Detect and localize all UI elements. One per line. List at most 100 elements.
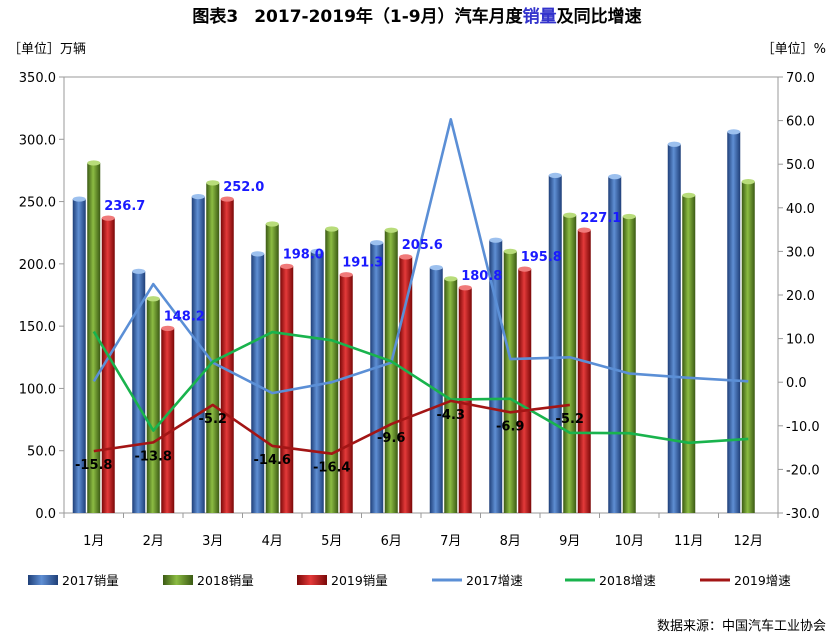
bar-2017-body <box>548 175 562 513</box>
bar-2019-cap <box>220 196 234 202</box>
bar-2019-body <box>339 274 353 513</box>
bar-2017-body <box>370 242 384 513</box>
category-label: 12月 <box>733 534 763 549</box>
bar-2019 <box>161 325 175 513</box>
legend-item: 2017销量 <box>28 573 119 588</box>
left-tick-label: 50.0 <box>27 445 56 460</box>
bar-2018-cap <box>265 221 279 227</box>
bar-2018 <box>206 180 220 513</box>
left-tick-label: 350.0 <box>19 71 56 86</box>
right-tick-label: -10.0 <box>786 420 820 435</box>
right-tick-label: 60.0 <box>786 115 815 130</box>
bar-2018-body <box>682 195 696 514</box>
bar-2019-body <box>577 230 591 514</box>
bar-2018-cap <box>146 296 160 302</box>
growth-2019-value-label: -14.6 <box>254 453 291 468</box>
line-2018-growth <box>92 330 749 445</box>
legend-item: 2018销量 <box>163 573 254 588</box>
bar-2018-cap <box>563 212 577 218</box>
bar-2018-cap <box>325 226 339 232</box>
bar-2018-body <box>622 216 636 513</box>
bar-2019-cap <box>577 227 591 233</box>
axes: 0.0 50.0 100.0 150.0 200.0 250.0 300.0 350.0 -30… <box>19 71 820 549</box>
bar-2018-body <box>146 298 160 513</box>
category-label: 11月 <box>674 534 704 549</box>
bar-2018 <box>622 213 636 513</box>
bar-2018-cap <box>206 180 220 186</box>
right-tick-label: 30.0 <box>786 245 815 260</box>
bar-2019-cap <box>458 285 472 291</box>
bar-2018-cap <box>741 179 755 185</box>
category-label: 10月 <box>614 534 644 549</box>
category-label: 8月 <box>500 534 521 549</box>
bar-2017-body <box>667 144 681 514</box>
bar-2017 <box>370 240 384 513</box>
bar-2017-cap <box>667 141 681 147</box>
right-tick-label: -30.0 <box>786 507 820 522</box>
bar-2017-body <box>132 271 146 513</box>
bar-2018 <box>384 227 398 514</box>
bar-2017-body <box>191 196 205 514</box>
bar-2019-cap <box>339 272 353 278</box>
bar-2019-cap <box>101 215 115 221</box>
growth-2019-value-label: -5.2 <box>556 412 584 427</box>
right-axis-unit: ［单位］% <box>762 42 826 57</box>
legend-item: 2018增速 <box>565 573 656 588</box>
bar-2017 <box>191 193 205 514</box>
legend-item: 2019销量 <box>297 573 388 588</box>
bar-2018-body <box>325 228 339 513</box>
category-label: 2月 <box>143 534 164 549</box>
bar-2019-value-label: 198.0 <box>283 247 324 262</box>
bar-2019-body <box>518 269 532 513</box>
category-label: 3月 <box>202 534 223 549</box>
bar-2017-cap <box>310 248 324 254</box>
bar-2017-body <box>310 251 324 513</box>
bar-2017-cap <box>251 251 265 257</box>
bar-2017 <box>548 172 562 513</box>
bar-2017-body <box>608 176 622 513</box>
left-tick-label: 250.0 <box>19 196 56 211</box>
growth-2019-value-label: -16.4 <box>313 461 350 476</box>
right-tick-label: -20.0 <box>786 463 820 478</box>
right-tick-label: 70.0 <box>786 71 815 86</box>
bar-2019-body <box>161 328 175 513</box>
bar-2018 <box>741 179 755 513</box>
category-label: 4月 <box>262 534 283 549</box>
bar-2018 <box>682 192 696 514</box>
data-labels: 236.7 148.2 252.0 198.0 191.3 205.6 180.8 195.8… <box>75 180 621 476</box>
bar-2019 <box>399 254 413 513</box>
left-tick-label: 100.0 <box>19 382 56 397</box>
bar-2018-body <box>503 251 517 513</box>
bar-2018-body <box>384 230 398 514</box>
legend-swatch <box>163 575 193 585</box>
bar-2018-body <box>444 278 458 513</box>
growth-2019-value-label: -5.2 <box>199 412 227 427</box>
bar-2019-value-label: 205.6 <box>402 238 443 253</box>
left-tick-label: 300.0 <box>19 133 56 148</box>
bar-2018-body <box>563 215 577 513</box>
legend-swatch <box>28 575 58 585</box>
left-tick-label: 200.0 <box>19 258 56 273</box>
bar-2018 <box>87 160 101 513</box>
bar-2018-cap <box>444 276 458 282</box>
bar-2019 <box>101 215 115 513</box>
left-tick-label: 150.0 <box>19 320 56 335</box>
title-before: 2017-2019年（1-9月）汽车月度 <box>254 6 523 27</box>
bar-2018 <box>265 221 279 513</box>
title-prefix: 图表3 <box>192 6 238 27</box>
bar-2019-cap <box>399 254 413 260</box>
bar-2019-value-label: 236.7 <box>104 199 145 214</box>
legend-label: 2018增速 <box>599 573 656 588</box>
bar-2018-cap <box>622 213 636 220</box>
bar-2018 <box>563 212 577 513</box>
bar-2019-cap <box>161 325 175 331</box>
legend-label: 2018销量 <box>197 573 254 588</box>
bar-2017-body <box>727 131 741 513</box>
bar-2019-value-label: 227.1 <box>580 211 621 226</box>
bar-2017 <box>72 196 86 513</box>
bar-2019-cap <box>518 266 532 272</box>
growth-2019-value-label: -15.8 <box>75 458 112 473</box>
title-after: 及同比增速 <box>557 6 642 27</box>
bar-2017-body <box>251 253 265 514</box>
bar-2019-body <box>220 199 234 513</box>
